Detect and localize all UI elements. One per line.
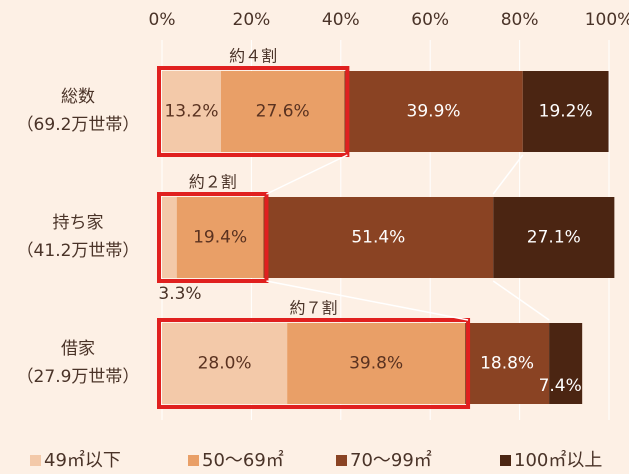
value-label: 19.4% xyxy=(193,228,247,248)
bar-segment xyxy=(263,197,494,278)
category-label: （41.2万世帯） xyxy=(17,241,140,261)
x-tick-label: 0% xyxy=(149,10,176,30)
bar-segment xyxy=(493,197,615,278)
value-label: 39.9% xyxy=(407,102,461,122)
value-label: 39.8% xyxy=(349,354,403,374)
bar-segment xyxy=(162,323,288,404)
legend-label: 70～99㎡ xyxy=(350,449,432,471)
x-tick-label: 80% xyxy=(501,10,539,30)
highlight-box xyxy=(157,318,471,409)
x-tick-label: 40% xyxy=(322,10,360,30)
annotation: 約４割 xyxy=(229,47,277,66)
legend-label: 100㎡以上 xyxy=(514,449,602,471)
category-label: （69.2万世帯） xyxy=(17,115,140,135)
category-label: 借家 xyxy=(61,339,95,359)
category-label: 持ち家 xyxy=(53,213,104,233)
legend-label: 49㎡以下 xyxy=(44,449,121,471)
x-tick-label: 100% xyxy=(585,10,629,30)
category-label: （27.9万世帯） xyxy=(17,367,140,387)
value-label: 18.8% xyxy=(480,354,534,374)
legend-swatch xyxy=(188,455,199,466)
value-label: 3.3% xyxy=(158,284,201,304)
x-tick-label: 60% xyxy=(411,10,449,30)
legend-swatch xyxy=(30,455,41,466)
legend-swatch xyxy=(336,455,347,466)
value-label: 28.0% xyxy=(198,354,252,374)
highlight-box xyxy=(157,66,350,157)
connector xyxy=(492,280,550,321)
bar-segment xyxy=(162,197,177,278)
x-tick-label: 20% xyxy=(233,10,271,30)
legend-label: 50～69㎡ xyxy=(202,449,284,471)
connector xyxy=(266,280,469,321)
value-label: 27.1% xyxy=(527,228,581,248)
highlight-box xyxy=(157,192,269,283)
value-label: 7.4% xyxy=(539,376,582,396)
category-label: 総数 xyxy=(61,87,95,107)
value-label: 19.2% xyxy=(539,102,593,122)
annotation: 約２割 xyxy=(189,173,237,192)
value-label: 27.6% xyxy=(256,102,310,122)
connector xyxy=(266,154,348,195)
bar-segment xyxy=(549,323,583,404)
bar-segment xyxy=(344,71,523,152)
bar-segment xyxy=(176,197,264,278)
bar-segment xyxy=(162,71,222,152)
legend-swatch xyxy=(500,455,511,466)
bar-segment xyxy=(287,323,466,404)
bar-segment xyxy=(465,323,550,404)
annotation: 約７割 xyxy=(290,299,338,318)
value-label: 13.2% xyxy=(164,102,218,122)
value-label: 51.4% xyxy=(351,228,405,248)
connector xyxy=(492,154,524,195)
bar-segment xyxy=(221,71,345,152)
bar-segment xyxy=(522,71,609,152)
